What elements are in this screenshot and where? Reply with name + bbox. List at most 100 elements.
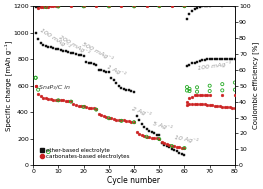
- Point: [205, 58, 209, 61]
- Point: [213, 58, 217, 61]
- Point: [51, 5, 55, 8]
- Point: [114, 82, 118, 85]
- Point: [41, 5, 45, 8]
- Point: [54, 98, 58, 101]
- Point: [170, 147, 174, 150]
- Point: [220, 58, 224, 61]
- Point: [139, 123, 144, 126]
- Point: [33, 31, 38, 34]
- Point: [89, 106, 93, 109]
- Point: [107, 116, 111, 119]
- Point: [228, 106, 232, 109]
- Point: [139, 134, 144, 137]
- Point: [94, 108, 98, 111]
- Point: [225, 58, 229, 61]
- Point: [54, 47, 58, 50]
- Point: [172, 149, 176, 152]
- Point: [84, 105, 88, 108]
- Point: [39, 5, 43, 8]
- Point: [99, 113, 103, 116]
- Point: [220, 94, 224, 97]
- Point: [36, 5, 40, 8]
- Point: [182, 5, 186, 8]
- Point: [56, 48, 60, 51]
- Point: [152, 137, 156, 140]
- Point: [82, 54, 86, 57]
- Point: [188, 87, 192, 90]
- Point: [74, 52, 78, 55]
- Point: [208, 5, 212, 8]
- Point: [69, 100, 73, 103]
- Point: [142, 125, 146, 128]
- Point: [41, 5, 45, 8]
- Point: [233, 94, 237, 97]
- Point: [198, 5, 202, 9]
- Point: [203, 103, 207, 106]
- Point: [203, 58, 207, 61]
- Point: [99, 69, 103, 72]
- Point: [188, 97, 192, 100]
- Text: 200 mAg⁻¹: 200 mAg⁻¹: [58, 34, 91, 57]
- Point: [109, 117, 113, 120]
- Point: [188, 13, 192, 16]
- Point: [203, 94, 207, 97]
- Point: [134, 115, 139, 118]
- Point: [44, 5, 48, 8]
- Point: [54, 5, 58, 8]
- Point: [124, 88, 129, 91]
- Point: [157, 5, 161, 8]
- Legend: ether-based electrolyte, carbonates-based electrolytes: ether-based electrolyte, carbonates-base…: [40, 148, 129, 159]
- Point: [33, 76, 38, 79]
- Point: [170, 5, 174, 8]
- Point: [61, 99, 65, 102]
- Point: [233, 107, 237, 110]
- Point: [36, 38, 40, 41]
- Point: [223, 58, 227, 61]
- Point: [198, 94, 202, 97]
- Point: [39, 5, 43, 9]
- Y-axis label: Coulombic efficiency [%]: Coulombic efficiency [%]: [252, 42, 259, 129]
- Point: [167, 144, 171, 147]
- Point: [195, 94, 199, 97]
- Text: 5 Ag⁻¹: 5 Ag⁻¹: [152, 121, 173, 132]
- Point: [220, 105, 224, 108]
- Point: [69, 5, 73, 8]
- Point: [119, 119, 124, 122]
- Point: [117, 119, 121, 122]
- Point: [233, 81, 237, 84]
- Point: [132, 121, 136, 124]
- Text: 2 Ag⁻¹: 2 Ag⁻¹: [132, 105, 152, 118]
- Point: [107, 71, 111, 74]
- Point: [44, 5, 48, 8]
- Point: [220, 5, 224, 8]
- Point: [198, 102, 202, 105]
- Point: [79, 54, 83, 57]
- Point: [195, 90, 199, 93]
- Point: [182, 5, 186, 8]
- X-axis label: Cycle number: Cycle number: [108, 176, 160, 185]
- Text: 100 mAg⁻¹: 100 mAg⁻¹: [197, 60, 232, 71]
- Point: [61, 49, 65, 52]
- Point: [210, 104, 214, 107]
- Point: [49, 46, 53, 49]
- Point: [76, 53, 80, 56]
- Point: [147, 129, 151, 132]
- Point: [112, 117, 116, 120]
- Point: [56, 99, 60, 102]
- Point: [188, 103, 192, 106]
- Point: [144, 5, 149, 8]
- Point: [157, 137, 161, 140]
- Point: [177, 146, 181, 149]
- Point: [185, 89, 189, 92]
- Point: [220, 83, 224, 86]
- Point: [94, 5, 98, 8]
- Point: [142, 135, 146, 138]
- Point: [175, 145, 179, 148]
- Point: [182, 146, 186, 149]
- Point: [129, 90, 134, 93]
- Point: [228, 58, 232, 61]
- Point: [177, 151, 181, 154]
- Point: [180, 153, 184, 156]
- Point: [132, 5, 136, 8]
- Point: [104, 115, 108, 118]
